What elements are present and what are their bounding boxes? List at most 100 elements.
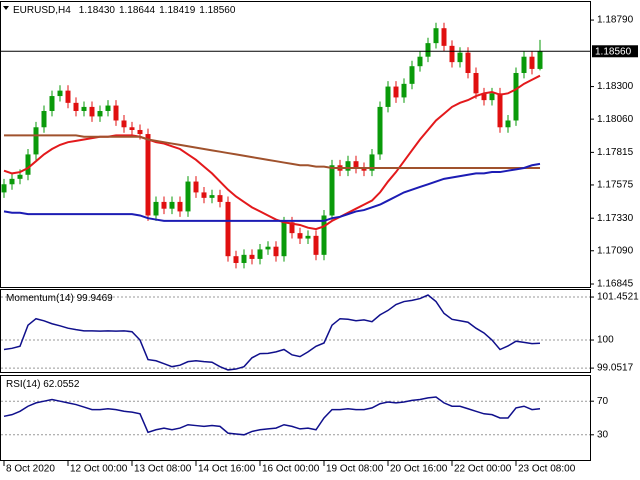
candle-body (289, 222, 295, 234)
candle-body (465, 52, 471, 73)
current-price-box (592, 45, 638, 58)
menu-arrow (3, 6, 9, 10)
candle-body (353, 161, 359, 168)
candle-body (113, 105, 119, 121)
candle-body (193, 181, 199, 193)
y-tick-label: 1.18300 (597, 81, 634, 92)
x-tick-label: 22 Oct 00:00 (454, 464, 512, 475)
y-tick-label: 101.4521 (597, 292, 639, 303)
ohlc-value: 1.18430 (79, 5, 116, 16)
y-tick-label: 1.18060 (597, 114, 634, 125)
x-tick-label: 19 Oct 08:00 (326, 464, 384, 475)
ohlc-value: 1.18419 (159, 5, 196, 16)
candle-body (225, 201, 231, 257)
candle-body (537, 51, 543, 69)
panel-title: EURUSD,H4 1.18430 1.18644 1.18419 1.18560 (13, 5, 236, 16)
candle-body (161, 201, 167, 209)
indicator-line (3, 294, 541, 371)
candle-body (497, 93, 503, 128)
x-tick-label: 12 Oct 00:00 (70, 464, 128, 475)
x-tick-label: 8 Oct 2020 (6, 464, 55, 475)
y-tick-label: 1.17330 (597, 213, 634, 224)
candle-body (441, 28, 447, 46)
moving-average (4, 134, 540, 169)
candle-body (201, 192, 207, 198)
momentum-frame (0, 289, 591, 373)
candle-body (369, 154, 375, 171)
candle-body (417, 56, 423, 67)
candle-body (169, 201, 175, 209)
candle-body (1, 184, 7, 193)
candle-body (361, 167, 367, 171)
current-price-label: 1.18560 (595, 46, 632, 57)
candle-body (433, 28, 439, 44)
candle-body (305, 235, 311, 239)
candle-body (313, 235, 319, 255)
candle-body (457, 52, 463, 63)
candle-body (473, 72, 479, 94)
candle-body (273, 246, 279, 257)
x-tick-label: 13 Oct 08:00 (134, 464, 192, 475)
moving-average (3, 162, 541, 222)
candle-body (257, 249, 263, 259)
ohlc-value: 1.18560 (199, 5, 236, 16)
candle-body (409, 66, 415, 84)
y-tick-label: 30 (597, 429, 609, 440)
y-tick-label: 1.17815 (597, 147, 634, 158)
candle-body (153, 201, 159, 216)
candle-body (185, 181, 191, 212)
candle-body (281, 222, 287, 257)
candle-body (73, 102, 79, 111)
panel-title: RSI(14) 62.0552 (6, 379, 80, 390)
moving-average (3, 74, 541, 231)
candle-body (17, 174, 23, 179)
candle-body (249, 254, 255, 259)
y-tick-label: 100 (597, 335, 614, 346)
candle-body (401, 83, 407, 98)
candle-body (241, 254, 247, 263)
candle-body (513, 72, 519, 121)
y-tick-label: 1.16845 (597, 279, 634, 290)
y-tick-label: 1.18790 (597, 15, 634, 26)
candle-body (137, 129, 143, 135)
panel-title: Momentum(14) 99.9469 (6, 293, 113, 304)
y-tick-label: 70 (597, 396, 609, 407)
candle-body (489, 93, 495, 101)
candle-body (65, 90, 71, 103)
candle-body (25, 154, 31, 175)
candle-body (41, 110, 47, 128)
ohlc-value: 1.18644 (119, 5, 156, 16)
candle-body (481, 93, 487, 101)
y-tick-label: 99.0517 (597, 363, 634, 374)
frames (0, 1, 591, 461)
candle-body (177, 201, 183, 212)
candle-body (265, 246, 271, 250)
candle-body (121, 120, 127, 128)
panel-title-text: Momentum(14) 99.9469 (6, 293, 113, 304)
candle-body (377, 106, 383, 155)
candle-body (97, 110, 103, 117)
candle-body (57, 90, 63, 97)
y-tick-label: 1.17090 (597, 245, 634, 256)
candle-body (297, 233, 303, 239)
candle-body (385, 86, 391, 107)
candle-body (209, 195, 215, 198)
candle-body (105, 105, 111, 111)
candle-body (129, 127, 135, 130)
candle-body (33, 127, 39, 155)
candle-body (529, 56, 535, 69)
candle-body (145, 134, 151, 216)
x-tick-label: 20 Oct 16:00 (390, 464, 448, 475)
candle-body (233, 256, 239, 263)
candle-body (49, 96, 55, 111)
x-tick-label: 14 Oct 16:00 (198, 464, 256, 475)
main-frame (0, 1, 591, 288)
x-tick-label: 16 Oct 00:00 (262, 464, 320, 475)
rsi-frame (0, 375, 591, 461)
candle-body (81, 106, 87, 111)
candle-body (521, 56, 527, 73)
candle-body (505, 120, 511, 128)
